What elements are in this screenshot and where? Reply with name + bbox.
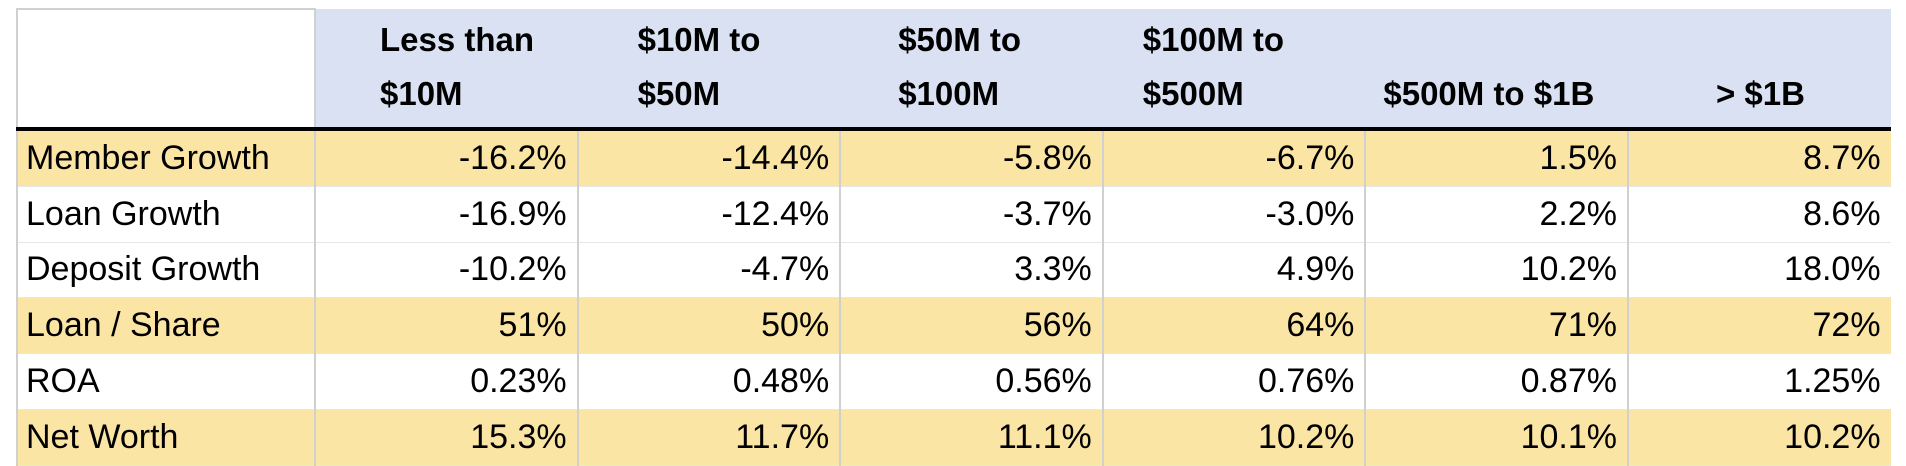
table-cell: 1.25% — [1627, 353, 1891, 410]
table-cell: 3.3% — [840, 242, 1104, 299]
table-row: Deposit Growth -10.2% -4.7% 3.3% 4.9% 10… — [16, 242, 1891, 299]
table-cell: -16.2% — [315, 129, 579, 187]
column-header-line1: $100M to — [1142, 21, 1284, 58]
data-table-container: Less than $10M $10M to $50M $50M to $100… — [16, 8, 1891, 466]
table-row: Loan / Share 51% 50% 56% 64% 71% 72% — [16, 297, 1891, 355]
table-row: Net Worth 15.3% 11.7% 11.1% 10.2% 10.1% … — [16, 409, 1891, 466]
column-header: $100M to $500M — [1102, 9, 1366, 131]
column-header-line2: $500M to $1B — [1383, 75, 1595, 112]
table-cell: 4.9% — [1102, 242, 1367, 299]
row-label: ROA — [16, 353, 316, 410]
table-row: Member Growth -16.2% -14.4% -5.8% -6.7% … — [16, 129, 1891, 187]
table-cell: -16.9% — [315, 186, 579, 243]
table-cell: 64% — [1102, 297, 1367, 355]
table-cell: -5.8% — [840, 129, 1104, 187]
column-header: $50M to $100M — [840, 9, 1103, 131]
table-cell: 10.2% — [1102, 409, 1367, 466]
table-cell: 10.2% — [1627, 409, 1891, 466]
row-label: Loan Growth — [16, 186, 316, 243]
column-header-line1: $50M to — [898, 21, 1022, 58]
table-cell: 71% — [1365, 297, 1629, 355]
table-cell: 8.6% — [1627, 186, 1891, 243]
table-cell: 0.87% — [1365, 353, 1629, 410]
table-cell: -10.2% — [315, 242, 579, 299]
column-header: $10M to $50M — [577, 9, 841, 131]
table-cell: 0.76% — [1102, 353, 1367, 410]
table-cell: -6.7% — [1102, 129, 1367, 187]
table-cell: -14.4% — [577, 129, 842, 187]
table-cell: 56% — [840, 297, 1104, 355]
table-cell: -4.7% — [577, 242, 842, 299]
column-header-line1: Less than — [380, 21, 535, 58]
row-label: Member Growth — [16, 129, 316, 187]
table-cell: 8.7% — [1627, 129, 1891, 187]
header-row: Less than $10M $10M to $50M $50M to $100… — [16, 8, 1891, 131]
row-label: Loan / Share — [16, 297, 316, 355]
column-header-line1: $10M to — [637, 21, 761, 58]
table-cell: 50% — [577, 297, 842, 355]
table-cell: -3.0% — [1102, 186, 1367, 243]
table-cell: 11.1% — [840, 409, 1104, 466]
table-cell: 15.3% — [315, 409, 579, 466]
row-label: Deposit Growth — [16, 242, 316, 299]
column-header-line2: $10M — [380, 75, 463, 112]
header-corner-cell — [16, 8, 316, 131]
column-header: Less than $10M — [315, 9, 578, 131]
credit-union-size-comparison-table: Less than $10M $10M to $50M $50M to $100… — [16, 8, 1891, 466]
row-label: Net Worth — [16, 409, 316, 466]
table-cell: 18.0% — [1627, 242, 1891, 299]
table-cell: 10.2% — [1365, 242, 1629, 299]
column-header-line2: > $1B — [1715, 75, 1805, 112]
table-cell: 0.56% — [840, 353, 1104, 410]
column-header-line2: $500M — [1142, 75, 1244, 112]
table-cell: 0.48% — [577, 353, 842, 410]
table-row: Loan Growth -16.9% -12.4% -3.7% -3.0% 2.… — [16, 186, 1891, 243]
column-header-line2: $100M — [898, 75, 1000, 112]
table-cell: 0.23% — [315, 353, 579, 410]
column-header-line2: $50M — [637, 75, 721, 112]
table-cell: -12.4% — [577, 186, 842, 243]
column-header: > $1B — [1627, 9, 1891, 131]
table-cell: 10.1% — [1365, 409, 1629, 466]
table-row: ROA 0.23% 0.48% 0.56% 0.76% 0.87% 1.25% — [16, 353, 1891, 410]
column-header: $500M to $1B — [1365, 9, 1628, 131]
table-cell: 51% — [315, 297, 579, 355]
table-cell: -3.7% — [840, 186, 1104, 243]
table-cell: 72% — [1627, 297, 1891, 355]
table-cell: 11.7% — [577, 409, 842, 466]
table-cell: 1.5% — [1365, 129, 1629, 187]
table-cell: 2.2% — [1365, 186, 1629, 243]
